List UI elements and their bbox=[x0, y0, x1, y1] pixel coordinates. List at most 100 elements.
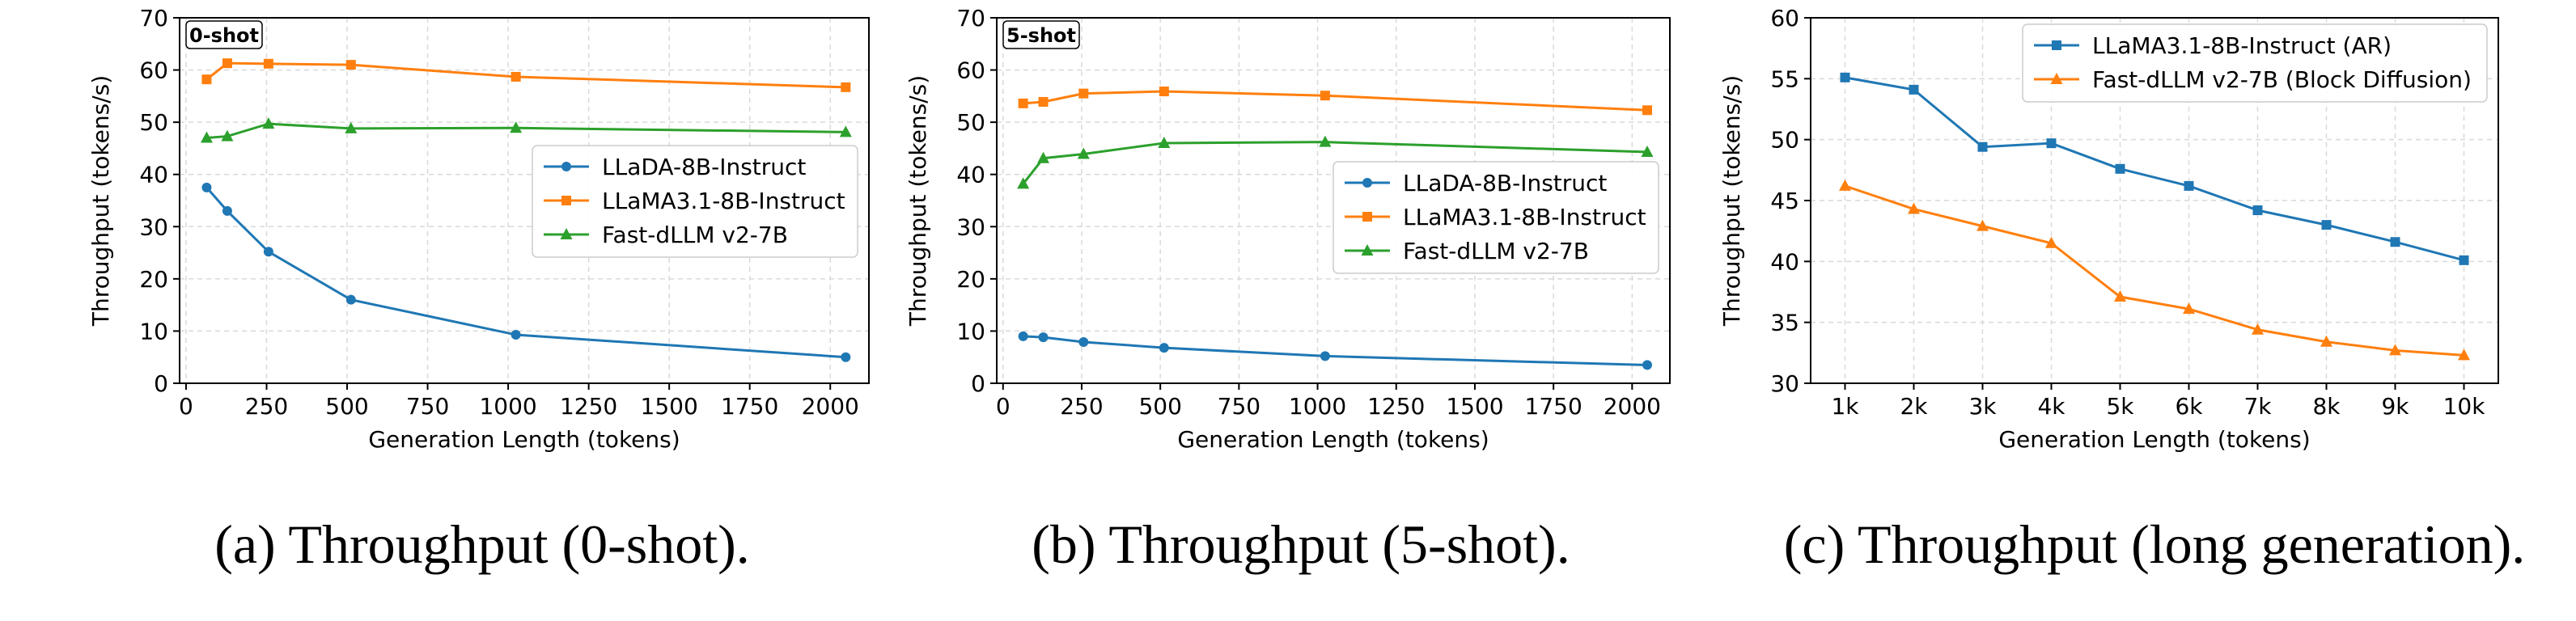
legend: LLaDA-8B-Instruct LLaMA3.1-8B-Instruct Fas… bbox=[1332, 161, 1659, 274]
data-point bbox=[345, 60, 356, 70]
data-point bbox=[1018, 331, 1028, 341]
data-point bbox=[841, 352, 851, 362]
data-point bbox=[1319, 135, 1332, 147]
data-point bbox=[1159, 87, 1169, 97]
y-tick-label: 45 bbox=[1770, 188, 1799, 214]
x-tick-label: 1500 bbox=[1446, 393, 1503, 420]
legend: LLaDA-8B-Instruct LLaMA3.1-8B-Instruct Fas… bbox=[532, 145, 858, 258]
data-point bbox=[2389, 344, 2401, 356]
x-tick-label: 8k bbox=[2312, 393, 2341, 420]
legend-box bbox=[2022, 23, 2488, 103]
panel-caption: (a) Throughput (0-shot). bbox=[214, 513, 750, 575]
data-point bbox=[1158, 136, 1171, 148]
plot-frame bbox=[996, 17, 1671, 384]
shot-badge: 5-shot bbox=[1002, 20, 1080, 49]
panel-a: 0 250 500 750 1000 1250 1500 1750 2000 0 10 20 30 40 5… bbox=[87, 5, 870, 575]
y-tick-label: 70 bbox=[139, 5, 168, 32]
legend-entry-label: LLaMA3.1-8B-Instruct bbox=[1403, 204, 1646, 230]
data-point bbox=[345, 294, 356, 305]
data-point bbox=[222, 58, 232, 69]
x-tick-label: 2000 bbox=[802, 393, 859, 420]
x-axis-label: Generation Length (tokens) bbox=[1998, 426, 2310, 453]
data-point bbox=[2320, 335, 2332, 347]
y-tick-label: 40 bbox=[139, 162, 168, 188]
data-point bbox=[1642, 105, 1653, 116]
data-point bbox=[1017, 177, 1030, 189]
legend-entry-label: Fast-dLLM v2-7B (Block Diffusion) bbox=[2092, 66, 2472, 93]
x-tick-label: 5k bbox=[2106, 393, 2134, 420]
data-point bbox=[1642, 360, 1653, 370]
data-point bbox=[511, 71, 521, 82]
x-tick-label: 1750 bbox=[1525, 393, 1582, 420]
data-point bbox=[2458, 349, 2470, 361]
legend-marker bbox=[1362, 178, 1372, 188]
x-tick-label: 2000 bbox=[1604, 393, 1661, 420]
x-tick-label: 1500 bbox=[641, 393, 698, 420]
x-tick-label: 500 bbox=[325, 393, 368, 420]
data-point bbox=[1976, 219, 1989, 231]
y-tick-label: 50 bbox=[1770, 127, 1799, 154]
x-tick-label: 1k bbox=[1831, 393, 1859, 420]
x-tick-label: 1250 bbox=[1367, 393, 1425, 420]
shot-badge-box bbox=[185, 20, 263, 49]
data-point bbox=[2115, 163, 2125, 174]
data-point bbox=[511, 329, 521, 340]
legend-box bbox=[532, 145, 858, 258]
legend-entry-label: LLaMA3.1-8B-Instruct bbox=[602, 188, 845, 214]
legend-marker bbox=[561, 196, 571, 205]
y-axis-label: Throughput (tokens/s) bbox=[905, 75, 931, 327]
x-tick-label: 750 bbox=[1218, 393, 1260, 420]
x-tick-label: 250 bbox=[245, 393, 288, 420]
data-point bbox=[1320, 351, 1330, 361]
data-point bbox=[2184, 180, 2194, 191]
data-point bbox=[2252, 205, 2263, 216]
x-tick-label: 1000 bbox=[1289, 393, 1346, 420]
series-line-1 bbox=[1845, 76, 2464, 262]
data-point bbox=[1018, 98, 1028, 108]
data-point bbox=[2114, 290, 2126, 302]
data-point bbox=[2045, 236, 2057, 248]
y-tick-label: 0 bbox=[971, 370, 985, 397]
legend: LLaMA3.1-8B-Instruct (AR) Fast-dLLM v2-7B… bbox=[2022, 23, 2488, 103]
x-tick-label: 0 bbox=[179, 393, 193, 420]
legend-box bbox=[1332, 161, 1659, 274]
y-tick-label: 40 bbox=[1770, 248, 1799, 275]
y-tick-label: 10 bbox=[139, 318, 168, 344]
y-tick-label: 30 bbox=[139, 213, 168, 240]
data-point bbox=[1078, 336, 1089, 347]
y-tick-label: 55 bbox=[1770, 65, 1799, 92]
x-axis-label: Generation Length (tokens) bbox=[1177, 426, 1489, 453]
y-axis-label: Throughput (tokens/s) bbox=[1718, 75, 1745, 327]
data-point bbox=[2183, 302, 2195, 315]
panel-caption: (c) Throughput (long generation). bbox=[1784, 513, 2525, 575]
plot-frame bbox=[179, 17, 870, 384]
data-point bbox=[510, 121, 523, 133]
data-point bbox=[1840, 72, 1850, 82]
series-line-2 bbox=[1845, 184, 2464, 357]
legend-marker bbox=[560, 228, 573, 239]
data-point bbox=[222, 205, 232, 216]
data-point bbox=[1908, 202, 1920, 214]
data-point bbox=[1977, 142, 1988, 152]
data-point bbox=[201, 182, 212, 192]
legend-entry-label: Fast-dLLM v2-7B bbox=[602, 222, 788, 248]
x-tick-label: 0 bbox=[996, 393, 1010, 420]
x-tick-label: 2k bbox=[1900, 393, 1928, 420]
x-tick-label: 10k bbox=[2443, 393, 2486, 420]
y-tick-label: 10 bbox=[956, 318, 985, 344]
data-point bbox=[2252, 323, 2264, 335]
data-point bbox=[221, 129, 234, 142]
data-point bbox=[841, 82, 851, 92]
data-point bbox=[262, 117, 275, 129]
panel-b: 0 250 500 750 1000 1250 1500 1750 2000 0 10 20 30 40 5… bbox=[905, 5, 1671, 575]
legend-entry-label: LLaDA-8B-Instruct bbox=[1403, 170, 1607, 196]
data-point bbox=[1038, 332, 1049, 343]
data-point bbox=[1909, 84, 1919, 95]
data-point bbox=[2321, 220, 2332, 230]
data-point bbox=[263, 247, 273, 257]
y-tick-label: 30 bbox=[956, 213, 985, 240]
y-tick-label: 30 bbox=[1770, 370, 1799, 397]
data-point bbox=[1038, 96, 1049, 107]
x-axis-label: Generation Length (tokens) bbox=[368, 426, 680, 453]
